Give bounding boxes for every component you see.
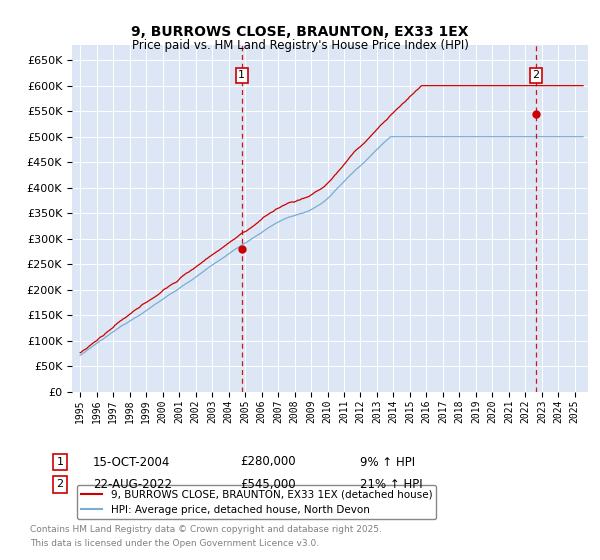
Text: 21% ↑ HPI: 21% ↑ HPI [360,478,422,491]
Text: 9, BURROWS CLOSE, BRAUNTON, EX33 1EX: 9, BURROWS CLOSE, BRAUNTON, EX33 1EX [131,25,469,39]
Text: Contains HM Land Registry data © Crown copyright and database right 2025.: Contains HM Land Registry data © Crown c… [30,525,382,534]
Text: 9% ↑ HPI: 9% ↑ HPI [360,455,415,469]
Text: 22-AUG-2022: 22-AUG-2022 [93,478,172,491]
Text: 2: 2 [56,479,64,489]
Legend: 9, BURROWS CLOSE, BRAUNTON, EX33 1EX (detached house), HPI: Average price, detac: 9, BURROWS CLOSE, BRAUNTON, EX33 1EX (de… [77,485,436,519]
Text: £545,000: £545,000 [240,478,296,491]
Text: 2: 2 [533,71,539,81]
Text: £280,000: £280,000 [240,455,296,469]
Text: This data is licensed under the Open Government Licence v3.0.: This data is licensed under the Open Gov… [30,539,319,548]
Text: 1: 1 [56,457,64,467]
Text: 15-OCT-2004: 15-OCT-2004 [93,455,170,469]
Text: Price paid vs. HM Land Registry's House Price Index (HPI): Price paid vs. HM Land Registry's House … [131,39,469,52]
Text: 1: 1 [238,71,245,81]
